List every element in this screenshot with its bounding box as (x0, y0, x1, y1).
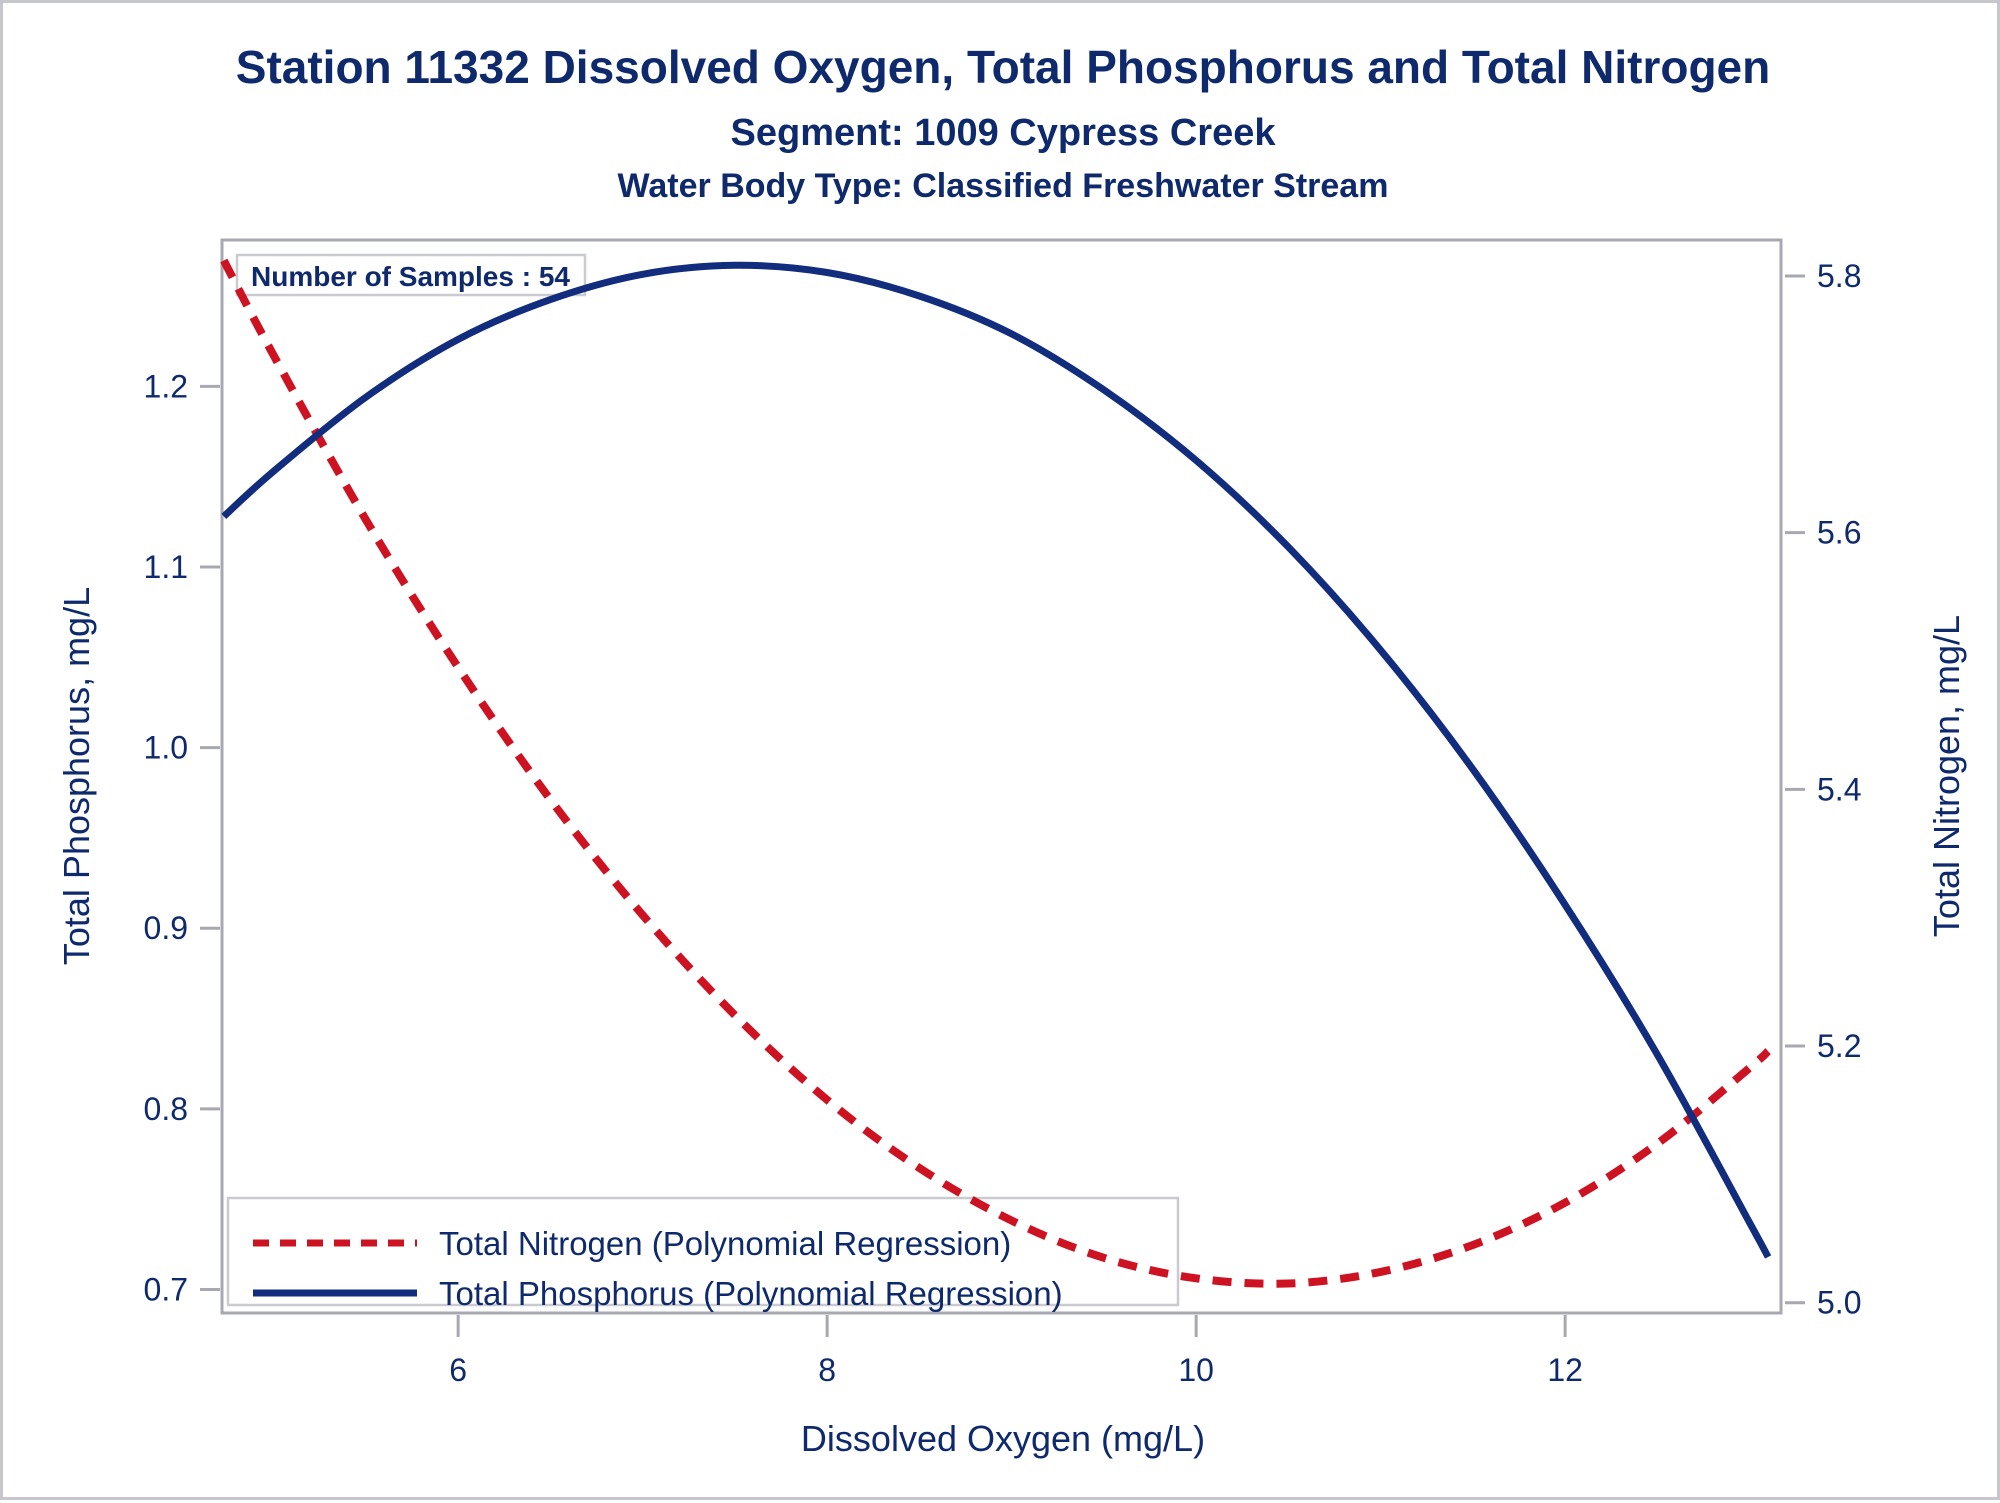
chart-subtitle: Segment: 1009 Cypress Creek (731, 112, 1277, 154)
y-left-tick-label: 0.9 (144, 910, 188, 946)
nitrogen-curve (220, 258, 1771, 1288)
legend: Total Nitrogen (Polynomial Regression) T… (226, 1196, 1180, 1312)
y-left-tick-label: 1.0 (144, 730, 188, 766)
annotation-box-frame (235, 253, 587, 297)
x-tick-label: 6 (449, 1352, 467, 1388)
y-axis-title-right: Total Nitrogen, mg/L (1926, 615, 1967, 937)
y-left-tick-label: 0.8 (144, 1091, 188, 1127)
curves (220, 258, 1772, 1288)
y-right-tick-label: 5.8 (1817, 258, 1861, 294)
x-tick-label: 8 (818, 1352, 836, 1388)
axis-ticks: 6 8 10 12 0.7 0.8 0.9 1.0 1.1 1.2 5.0 5.2 5.4 5.6 5.8 (144, 258, 1862, 1388)
x-axis-title: Dissolved Oxygen (mg/L) (801, 1418, 1205, 1459)
legend-label-phosphorus: Total Phosphorus (Polynomial Regression) (439, 1275, 1063, 1312)
y-right-tick-label: 5.4 (1817, 771, 1861, 807)
y-right-tick-label: 5.0 (1817, 1285, 1861, 1321)
x-tick-label: 10 (1178, 1352, 1214, 1388)
y-left-tick-label: 1.2 (144, 368, 188, 404)
x-tick-label: 12 (1547, 1352, 1583, 1388)
y-right-tick-label: 5.2 (1817, 1028, 1861, 1064)
legend-frame (226, 1196, 1180, 1307)
chart-title: Station 11332 Dissolved Oxygen, Total Ph… (236, 41, 1770, 93)
chart-subtitle2: Water Body Type: Classified Freshwater S… (618, 167, 1389, 205)
y-right-tick-label: 5.6 (1817, 515, 1861, 551)
y-left-tick-label: 0.7 (144, 1272, 188, 1308)
plot-frame (220, 238, 1783, 1315)
chart-figure: Station 11332 Dissolved Oxygen, Total Ph… (56, 41, 1967, 1459)
annotation-text: Number of Samples : 54 (251, 261, 570, 292)
y-axis-title-left: Total Phosphorus, mg/L (56, 587, 97, 965)
phosphorus-curve (221, 261, 1772, 1259)
legend-label-nitrogen: Total Nitrogen (Polynomial Regression) (439, 1225, 1011, 1262)
y-left-tick-label: 1.1 (144, 549, 188, 585)
annotation-box: Number of Samples : 54 (235, 253, 587, 297)
